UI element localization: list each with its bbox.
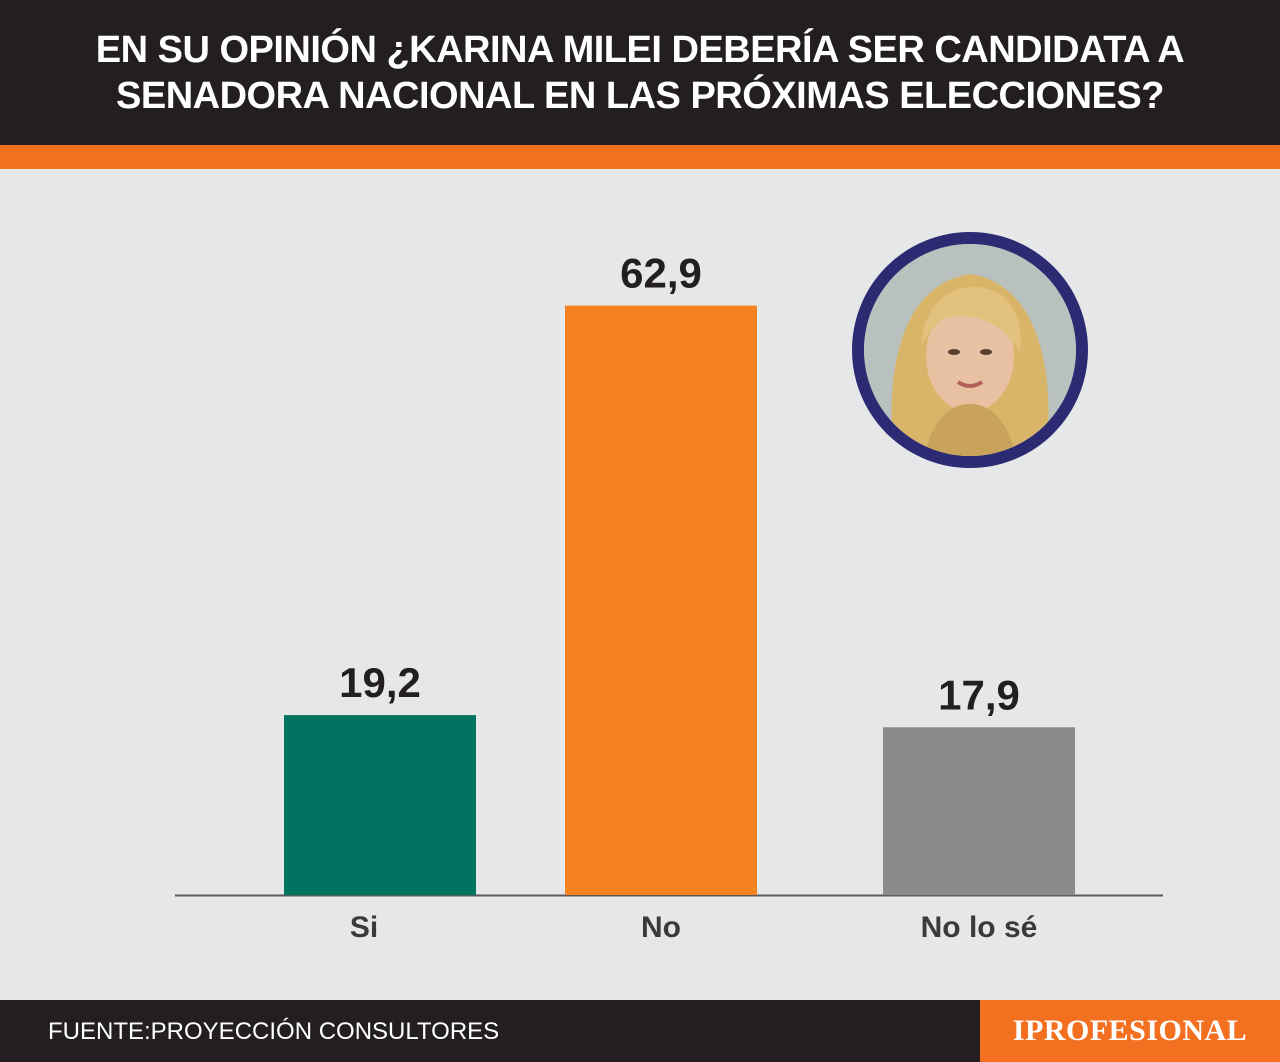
bar-2 — [883, 727, 1075, 895]
bar-0 — [284, 715, 476, 895]
category-label-0: Si — [350, 911, 378, 944]
footer-bar: FUENTE:PROYECCIÓN CONSULTORES IPROFESION… — [0, 1000, 1280, 1062]
portrait-illustration — [864, 244, 1076, 456]
source-text: FUENTE:PROYECCIÓN CONSULTORES — [48, 1018, 500, 1045]
brand-logo: IPROFESIONAL — [980, 1000, 1280, 1062]
bar-chart: 19,2 Si 62,9 No 17,9 No lo sé — [175, 250, 1163, 944]
value-label-0: 19,2 — [339, 659, 421, 706]
orange-divider-band — [0, 145, 1280, 169]
brand-logo-text: IPROFESIONAL — [1012, 1014, 1248, 1047]
category-label-1: No — [641, 911, 681, 944]
value-label-2: 17,9 — [938, 671, 1020, 718]
chart-title-line-1: EN SU OPINIÓN ¿KARINA MILEI DEBERÍA SER … — [95, 28, 1185, 71]
bar-1 — [565, 305, 757, 895]
value-label-1: 62,9 — [620, 250, 702, 297]
chart-title-line-2: SENADORA NACIONAL EN LAS PRÓXIMAS ELECCI… — [116, 74, 1164, 117]
category-label-2: No lo sé — [921, 911, 1038, 944]
chart-header: EN SU OPINIÓN ¿KARINA MILEI DEBERÍA SER … — [0, 0, 1280, 145]
portrait-photo-icon — [852, 232, 1088, 468]
